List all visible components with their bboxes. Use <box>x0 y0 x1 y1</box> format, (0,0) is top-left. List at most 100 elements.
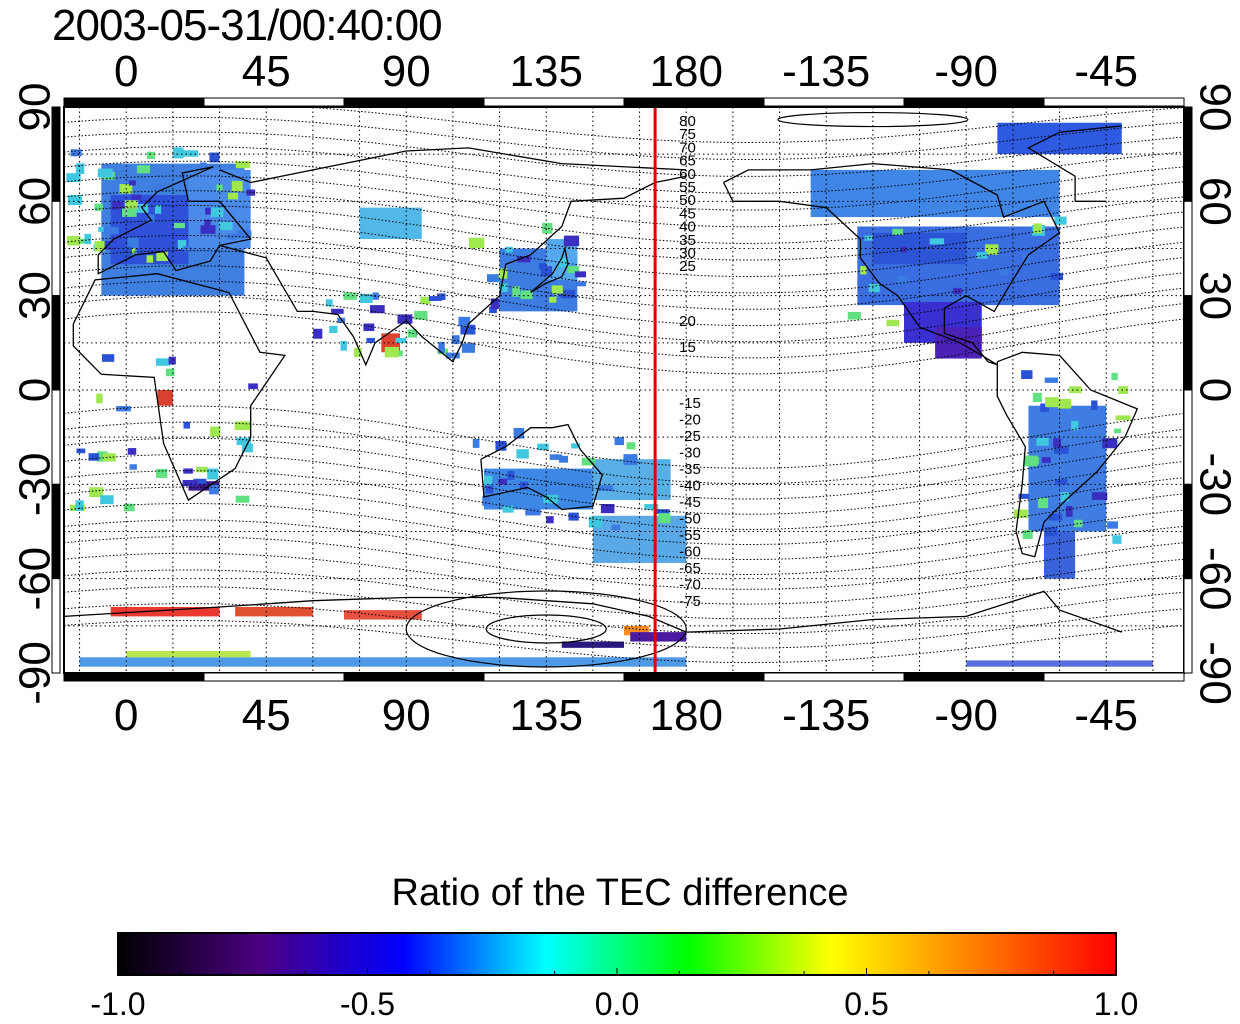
y-tick-label-left: 60 <box>11 177 60 226</box>
tec-patch <box>76 448 86 454</box>
tec-patch <box>210 207 224 218</box>
tec-patch <box>146 255 154 263</box>
tec-patch <box>354 347 362 358</box>
tec-patch <box>234 421 251 431</box>
axis-bar-segment <box>1183 578 1193 674</box>
tec-patch <box>79 657 687 667</box>
mag-contour <box>64 280 1184 343</box>
mag-contour <box>64 295 1184 359</box>
tec-patch <box>340 341 347 351</box>
tec-patch <box>1040 403 1049 413</box>
coastline <box>219 175 687 367</box>
y-tick-label-right: -90 <box>1190 641 1239 705</box>
contour-label: 35 <box>679 232 696 249</box>
tec-patch <box>1073 519 1083 528</box>
mag-contour <box>64 536 1184 590</box>
tec-patch <box>428 296 442 302</box>
tec-patch <box>517 256 531 263</box>
contour-label: 60 <box>679 166 696 183</box>
tec-patch <box>97 451 108 462</box>
coastlines <box>64 125 1139 632</box>
tec-patch <box>207 468 219 480</box>
tec-patch <box>1118 386 1129 395</box>
mag-contour <box>64 586 1184 635</box>
tec-patch <box>246 189 256 196</box>
mag-contour <box>64 116 1184 161</box>
contour-label: 15 <box>679 339 696 356</box>
tec-patch <box>110 606 220 617</box>
tec-patch <box>200 225 216 234</box>
tec-patch <box>1071 420 1079 431</box>
tec-patch <box>897 275 908 284</box>
tec-patch <box>219 221 233 231</box>
tec-patch <box>495 440 507 451</box>
axis-bar-segment <box>63 672 205 682</box>
contour-label: 80 <box>679 113 696 130</box>
axis-labels: 0045459090135135180180-135-135-90-90-45-… <box>11 47 1240 740</box>
tec-patch <box>864 235 873 241</box>
contour-label: -55 <box>679 527 701 544</box>
mag-contour <box>64 160 1184 211</box>
contour-label: 30 <box>679 245 696 262</box>
colorbar-title: Ratio of the TEC difference <box>391 872 849 914</box>
tec-patch <box>1065 506 1073 517</box>
coastline <box>219 147 687 184</box>
tec-patch <box>216 184 223 191</box>
tec-patch <box>165 368 175 377</box>
mag-contour <box>64 470 1184 530</box>
tec-patch <box>600 503 615 514</box>
axis-bar-segment <box>343 672 485 682</box>
mag-contour <box>64 234 1184 294</box>
tec-patch <box>325 299 333 307</box>
tec-patch <box>592 459 671 501</box>
mag-contour <box>64 145 1184 194</box>
y-tick-label-right: -30 <box>1190 453 1239 517</box>
tec-patch <box>847 311 861 320</box>
tec-patch <box>1033 223 1043 234</box>
map-timestamp: 2003-05-31/00:40:00 <box>52 1 443 50</box>
tec-patch <box>235 161 250 169</box>
tec-patch <box>502 505 514 513</box>
tec-patch <box>470 239 484 249</box>
tec-patch <box>516 449 529 459</box>
tec-patch <box>66 235 81 246</box>
axis-bar-segment <box>623 672 765 682</box>
tec-patch <box>329 325 338 334</box>
tec-patch <box>331 308 344 314</box>
tec-patch <box>1050 272 1064 281</box>
tec-patch <box>384 346 399 358</box>
tec-patch <box>571 443 581 449</box>
tec-patch <box>193 478 207 485</box>
x-tick-label-bottom: -45 <box>1074 691 1138 740</box>
contour-label: -20 <box>679 412 701 429</box>
tec-patch <box>366 337 375 343</box>
axis-bar-segment <box>203 97 345 107</box>
tec-patch <box>576 281 586 287</box>
contour-label: -50 <box>679 511 701 528</box>
tec-patch <box>1041 457 1051 463</box>
tec-patch <box>525 507 541 516</box>
tec-patch <box>235 606 313 617</box>
contour-label: 70 <box>679 139 696 156</box>
tec-patch <box>483 475 493 485</box>
axis-bars <box>51 97 1193 682</box>
tec-patch <box>100 495 114 505</box>
tec-patch <box>490 298 500 310</box>
tec-patch <box>363 323 375 331</box>
tec-patch <box>248 383 258 390</box>
colorbar-tick-label: 0.0 <box>594 986 640 1022</box>
tec-patch <box>174 222 186 229</box>
tec-patch <box>395 337 407 343</box>
y-tick-label-left: -30 <box>11 453 60 517</box>
x-tick-label-bottom: 90 <box>382 691 431 740</box>
mag-contour <box>64 405 1184 469</box>
tec-patch <box>236 230 252 238</box>
tec-patch <box>472 438 480 448</box>
axis-bar-segment <box>203 672 345 682</box>
coastline <box>996 351 1139 558</box>
axis-bar-segment <box>1043 97 1185 107</box>
tec-patch <box>1021 370 1033 379</box>
mag-contour <box>64 250 1184 310</box>
y-tick-label-right: 60 <box>1190 177 1239 226</box>
